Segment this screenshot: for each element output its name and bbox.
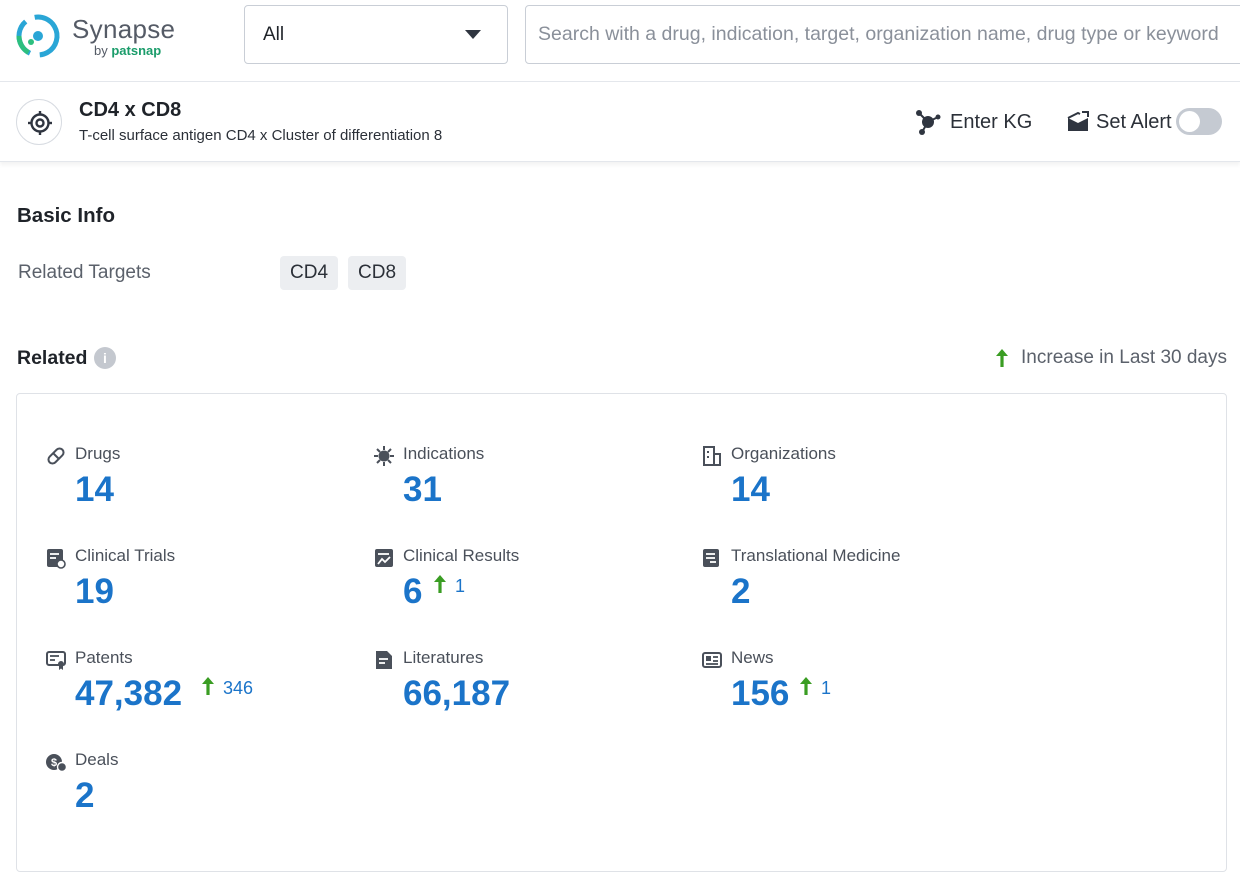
set-alert: Set Alert [1066, 108, 1172, 136]
search-scope-value: All [263, 24, 284, 46]
stat-patents[interactable]: Patents 47,382 346 [45, 648, 365, 744]
increase-legend-label: Increase in Last 30 days [1021, 347, 1227, 369]
newspaper-icon [701, 649, 723, 671]
stat-increase-value: 1 [821, 678, 831, 699]
info-icon[interactable]: i [94, 347, 116, 369]
stat-increase: 346 [201, 676, 253, 699]
pill-icon [45, 445, 67, 467]
related-target-tag[interactable]: CD4 [280, 256, 338, 290]
stat-increase: 1 [433, 574, 465, 597]
stat-clinical-trials[interactable]: Clinical Trials 19 [45, 546, 365, 642]
clipboard-icon [45, 547, 67, 569]
document-icon [701, 547, 723, 569]
search-box[interactable] [525, 5, 1240, 64]
stat-label: Indications [403, 444, 484, 464]
related-title: Related [17, 347, 87, 370]
search-input[interactable] [526, 6, 1240, 63]
stat-drugs[interactable]: Drugs 14 [45, 444, 365, 540]
stat-value: 6 [403, 572, 422, 612]
stat-value: 14 [75, 470, 114, 510]
stat-value: 14 [731, 470, 770, 510]
stat-translational-medicine[interactable]: Translational Medicine 2 [701, 546, 1021, 642]
deal-icon: $ [45, 751, 67, 773]
stat-label: Deals [75, 750, 118, 770]
stat-literatures[interactable]: Literatures 66,187 [373, 648, 693, 744]
enter-kg-label: Enter KG [950, 111, 1032, 134]
stat-value: 2 [731, 572, 750, 612]
basic-info-title: Basic Info [17, 204, 115, 228]
arrow-up-icon [799, 676, 813, 696]
literature-icon [373, 649, 395, 671]
search-scope-select[interactable]: All [244, 5, 508, 64]
stat-label: Translational Medicine [731, 546, 900, 566]
stat-increase: 1 [799, 676, 831, 699]
logo-brand: patsnap [111, 43, 161, 58]
chart-report-icon [373, 547, 395, 569]
stat-organizations[interactable]: Organizations 14 [701, 444, 1021, 540]
page-title: CD4 x CD8 [79, 99, 181, 122]
target-icon [16, 99, 62, 145]
stat-increase-value: 346 [223, 678, 253, 699]
stat-label: Literatures [403, 648, 483, 668]
stat-value: 66,187 [403, 674, 510, 714]
related-target-tag[interactable]: CD8 [348, 256, 406, 290]
synapse-logo-icon [14, 12, 62, 60]
stat-value: 31 [403, 470, 442, 510]
arrow-up-icon [433, 574, 447, 594]
stat-label: Drugs [75, 444, 120, 464]
stat-label: Organizations [731, 444, 836, 464]
top-header: Synapse by patsnap All [0, 0, 1240, 82]
knowledge-graph-icon [914, 108, 942, 136]
stat-clinical-results[interactable]: Clinical Results 6 1 [373, 546, 693, 642]
synapse-logo[interactable]: Synapse by patsnap [14, 12, 174, 62]
patent-icon [45, 649, 67, 671]
related-stats-card: Drugs 14 Indications 31 Organizations 14… [16, 393, 1227, 872]
logo-name: Synapse [72, 14, 175, 45]
related-targets-label: Related Targets [18, 262, 151, 284]
virus-icon [373, 445, 395, 467]
stat-deals[interactable]: $ Deals 2 [45, 750, 365, 846]
enter-kg-button[interactable]: Enter KG [914, 108, 1032, 136]
increase-legend: Increase in Last 30 days [995, 347, 1227, 369]
stat-label: Clinical Trials [75, 546, 175, 566]
svg-text:$: $ [51, 757, 57, 769]
alert-mail-icon [1066, 110, 1090, 134]
stat-news[interactable]: News 156 1 [701, 648, 1021, 744]
stat-label: News [731, 648, 774, 668]
toggle-knob [1179, 111, 1200, 132]
chevron-down-icon [465, 30, 481, 39]
stat-value: 156 [731, 674, 789, 714]
stat-increase-value: 1 [455, 576, 465, 597]
building-icon [701, 445, 723, 467]
stat-indications[interactable]: Indications 31 [373, 444, 693, 540]
page-subtitle: T-cell surface antigen CD4 x Cluster of … [79, 127, 442, 144]
stat-value: 47,382 [75, 674, 182, 714]
arrow-up-icon [995, 348, 1009, 368]
stat-label: Clinical Results [403, 546, 519, 566]
entity-header: CD4 x CD8 T-cell surface antigen CD4 x C… [0, 82, 1240, 162]
set-alert-label: Set Alert [1096, 111, 1172, 134]
alert-toggle[interactable] [1176, 108, 1222, 135]
stat-value: 2 [75, 776, 94, 816]
stat-label: Patents [75, 648, 133, 668]
stat-value: 19 [75, 572, 114, 612]
logo-by-text: by [94, 43, 108, 58]
arrow-up-icon [201, 676, 215, 696]
logo-byline: by patsnap [94, 43, 161, 58]
